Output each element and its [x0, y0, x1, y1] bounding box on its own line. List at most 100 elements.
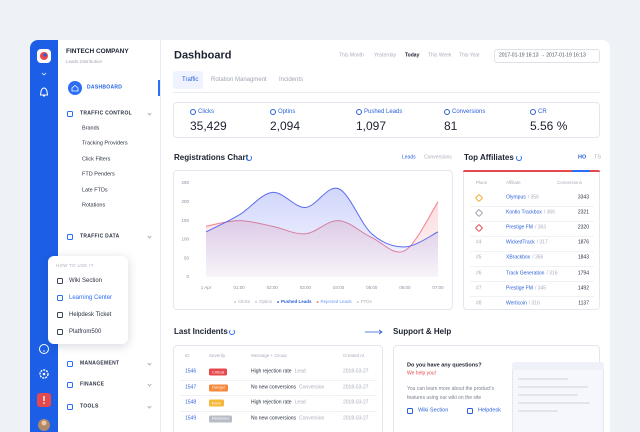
- affiliate-conversions: 1137: [578, 300, 589, 307]
- refresh-icon[interactable]: [229, 329, 235, 335]
- support-title: Support & Help: [393, 327, 452, 336]
- incident-message: No new conversions: [251, 384, 297, 390]
- chart-toggle[interactable]: Conversions: [424, 154, 452, 161]
- affiliate-id: / 317: [536, 239, 548, 246]
- bell-icon[interactable]: [39, 87, 49, 97]
- tab[interactable]: Incidents: [279, 77, 304, 83]
- tab[interactable]: Rotation Managment: [211, 77, 267, 83]
- nav-section[interactable]: FINANCE: [80, 381, 105, 388]
- row-divider: [180, 379, 377, 381]
- y-tick-label: 100: [181, 237, 189, 242]
- company-subtitle: Leads Distribution: [66, 58, 103, 64]
- nav-item[interactable]: Late FTDs: [82, 187, 108, 194]
- affiliate-name[interactable]: Olympus: [506, 194, 526, 201]
- incident-created: 2018-03-27: [343, 415, 369, 421]
- x-tick-label: 06:00: [399, 285, 411, 290]
- help-item-icon: [57, 329, 63, 335]
- incidents-arrow[interactable]: [365, 329, 383, 335]
- incident-id[interactable]: 1546: [185, 368, 197, 375]
- affiliate-conversions: 1492: [577, 285, 589, 292]
- affiliate-id: / 366: [543, 209, 555, 216]
- logo-mark-inner: [43, 53, 47, 57]
- stat-value: 5.56 %: [530, 119, 568, 133]
- tabs-divider: [173, 92, 600, 93]
- x-tick-label: 03:00: [300, 285, 312, 290]
- help-popover-title: HOW TO USE IT: [56, 262, 94, 268]
- support-link[interactable]: Wiki Section: [418, 407, 449, 414]
- section-icon: [67, 361, 73, 367]
- help-item[interactable]: Helpdesk Ticket: [69, 312, 112, 318]
- help-item[interactable]: Learning Center: [69, 295, 113, 301]
- nav-item[interactable]: Tracking Providers: [82, 140, 128, 147]
- rail-chevron: [41, 72, 45, 76]
- incident-id[interactable]: 1549: [185, 415, 197, 421]
- nav-section[interactable]: TRAFFIC CONTROL: [80, 110, 132, 117]
- support-text: You can learn more about the product's f…: [407, 386, 494, 401]
- period-filter[interactable]: Today: [405, 52, 420, 59]
- date-range-box[interactable]: [494, 49, 600, 63]
- incident-id[interactable]: 1548: [185, 399, 197, 406]
- period-filter[interactable]: Yesterday: [374, 52, 397, 59]
- nav-section[interactable]: TRAFFIC DATA: [80, 233, 120, 240]
- incident-message: No new conversions: [251, 415, 297, 421]
- affiliate-name[interactable]: WickedTrack: [506, 239, 535, 246]
- affiliates-card: [463, 170, 600, 310]
- period-filter[interactable]: This Year: [459, 52, 480, 59]
- refresh-icon[interactable]: [246, 155, 252, 161]
- help-item[interactable]: Wiki Section: [69, 278, 103, 284]
- nav-item[interactable]: FTD Penders: [82, 171, 115, 178]
- legend-dot: [316, 301, 319, 303]
- support-question: Do you have any questions?: [407, 362, 482, 369]
- company-name: FINTECH COMPANY: [66, 47, 129, 55]
- affiliate-conversions: 2321: [577, 209, 589, 216]
- affiliate-name[interactable]: Werticoin: [506, 300, 527, 307]
- tab-active-bg: [173, 71, 203, 89]
- nav-item[interactable]: Click Filters: [82, 156, 111, 163]
- nav-section[interactable]: MANAGEMENT: [80, 360, 120, 367]
- place: #4: [476, 239, 482, 246]
- nav-item[interactable]: Rotations: [82, 202, 106, 209]
- section-icon: [67, 111, 73, 117]
- stat-icon: [444, 109, 450, 115]
- place: #6: [476, 270, 482, 276]
- incident-message: High rejection rate: [251, 399, 292, 406]
- x-tick-label: 04:00: [333, 285, 345, 290]
- column-header: Created At: [343, 352, 365, 358]
- help-item[interactable]: Platfrom500: [69, 329, 102, 335]
- x-tick-label: 1 Apr: [201, 285, 212, 290]
- refresh-icon[interactable]: [516, 155, 522, 161]
- settings-icon[interactable]: [39, 369, 49, 379]
- period-filter[interactable]: This Week: [428, 52, 452, 59]
- legend-label: Clicks: [238, 299, 251, 304]
- tab[interactable]: Traffic: [182, 77, 199, 83]
- place: #8: [476, 300, 482, 307]
- affiliate-id: / 345: [534, 285, 547, 292]
- rail-chevron: [43, 72, 47, 76]
- preview-line: [518, 386, 588, 388]
- affiliate-name[interactable]: Kontio Trackbox: [506, 209, 542, 216]
- affiliate-id: / 316: [528, 300, 540, 307]
- period-filter[interactable]: This Month: [339, 52, 364, 59]
- icon-rail: [30, 40, 58, 432]
- help-item-icon: [57, 295, 63, 301]
- affiliate-name[interactable]: Track Generation: [506, 270, 545, 276]
- affiliate-name[interactable]: Prestige FM: [506, 285, 533, 292]
- stats-card: [173, 102, 600, 138]
- legend-dot: [277, 301, 280, 303]
- nav-section[interactable]: TOOLS: [80, 403, 99, 410]
- chart-toggle[interactable]: Leads: [402, 154, 416, 161]
- affiliate-name[interactable]: XBrackbox: [506, 254, 531, 261]
- affiliates-tab[interactable]: TS: [594, 154, 602, 161]
- affiliate-name[interactable]: Prestige FM: [506, 224, 533, 231]
- help-icon[interactable]: [39, 344, 49, 354]
- support-link[interactable]: Helpdesk: [478, 407, 501, 414]
- incident-id[interactable]: 1547: [185, 384, 197, 390]
- affiliate-conversions: 1876: [577, 239, 589, 246]
- nav-item[interactable]: Brands: [82, 125, 100, 132]
- y-tick-label: 0: [186, 274, 189, 279]
- incident-created: 2018-03-27: [343, 384, 369, 390]
- nav-dashboard[interactable]: DASHBOARD: [87, 84, 123, 91]
- affiliates-tab[interactable]: HO: [578, 154, 587, 161]
- severity-badge: Critical: [209, 368, 228, 376]
